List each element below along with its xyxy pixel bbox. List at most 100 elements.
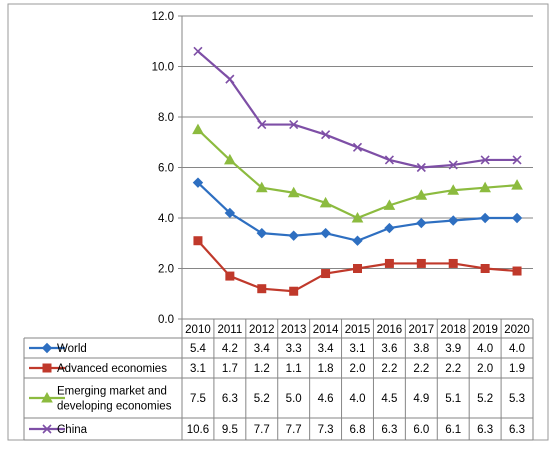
- data-point-emerging-market-and-developing-economies: [479, 181, 491, 193]
- data-point-china: [225, 74, 235, 84]
- x-tick-label: 2015: [345, 324, 371, 336]
- data-point-advanced-economies: [384, 258, 394, 268]
- table-value: 7.7: [286, 424, 302, 436]
- legend-key-marker-world: [41, 342, 53, 354]
- table-value: 3.8: [413, 343, 429, 355]
- data-point-world: [416, 217, 427, 229]
- table-value: 6.8: [350, 424, 366, 436]
- legend-label: Advanced economies: [57, 363, 167, 375]
- table-value: 9.5: [222, 424, 238, 436]
- table-value: 1.2: [254, 363, 270, 375]
- data-point-emerging-market-and-developing-economies: [415, 189, 428, 200]
- data-point-china: [480, 155, 490, 165]
- data-point-advanced-economies: [512, 266, 522, 276]
- table-value: 4.2: [222, 343, 238, 355]
- data-point-advanced-economies: [448, 258, 458, 268]
- data-point-emerging-market-and-developing-economies: [255, 181, 268, 193]
- table-value: 10.6: [187, 424, 209, 436]
- data-point-emerging-market-and-developing-economies: [351, 211, 364, 223]
- table-value: 6.0: [413, 424, 429, 436]
- data-point-emerging-market-and-developing-economies: [224, 153, 236, 165]
- legend-label: Emerging market and: [57, 386, 167, 398]
- y-tick-label: 12.0: [152, 11, 174, 23]
- data-point-advanced-economies: [416, 258, 426, 268]
- data-point-china: [352, 142, 363, 152]
- table-value: 6.1: [445, 424, 461, 436]
- x-tick-label: 2016: [377, 324, 403, 336]
- table-value: 3.9: [445, 343, 461, 355]
- data-point-advanced-economies: [321, 269, 331, 279]
- table-value: 4.0: [350, 393, 366, 405]
- data-point-world: [479, 212, 491, 224]
- x-tick-label: 2011: [217, 324, 242, 336]
- table-value: 7.3: [318, 424, 334, 436]
- table-value: 4.6: [318, 393, 334, 405]
- table-value: 3.4: [254, 343, 271, 355]
- table-value: 6.3: [477, 424, 493, 436]
- table-value: 7.7: [254, 424, 270, 436]
- data-point-emerging-market-and-developing-economies: [319, 196, 332, 208]
- data-point-china: [384, 155, 394, 165]
- y-tick-label: 4.0: [158, 213, 174, 225]
- data-point-advanced-economies: [480, 264, 490, 273]
- data-point-china: [289, 120, 299, 130]
- table-value: 6.3: [381, 424, 397, 436]
- legend-key-marker-emerging-market-and-developing-economies: [41, 391, 53, 403]
- legend-key-marker-advanced-economies: [42, 363, 52, 373]
- table-value: 3.6: [381, 343, 397, 355]
- table-value: 2.2: [445, 363, 461, 375]
- data-point-world: [448, 215, 459, 226]
- data-point-advanced-economies: [225, 271, 235, 281]
- legend-label: World: [57, 343, 87, 355]
- table-value: 3.1: [190, 363, 206, 375]
- data-point-world: [511, 212, 523, 224]
- data-point-china: [512, 155, 522, 165]
- table-value: 3.4: [318, 343, 335, 355]
- table-value: 2.0: [477, 363, 493, 375]
- data-point-emerging-market-and-developing-economies: [192, 123, 204, 135]
- data-point-emerging-market-and-developing-economies: [511, 179, 523, 190]
- x-tick-label: 2019: [472, 324, 498, 336]
- table-value: 7.5: [190, 393, 206, 405]
- table-value: 1.8: [318, 363, 334, 375]
- data-point-china: [448, 160, 458, 170]
- table-value: 1.7: [222, 363, 238, 375]
- data-point-world: [288, 230, 299, 241]
- table-value: 2.2: [413, 363, 429, 375]
- legend-key-marker-china: [42, 424, 52, 434]
- table-value: 5.1: [445, 393, 461, 405]
- table-value: 2.2: [381, 363, 397, 375]
- data-point-china: [416, 162, 426, 173]
- data-point-world: [224, 207, 236, 219]
- y-tick-label: 2.0: [158, 264, 174, 276]
- table-value: 5.2: [477, 393, 493, 405]
- table-value: 5.4: [190, 343, 207, 355]
- y-tick-label: 8.0: [158, 112, 174, 124]
- data-point-world: [256, 227, 267, 239]
- data-point-china: [193, 46, 203, 56]
- data-point-world: [384, 222, 395, 234]
- data-point-emerging-market-and-developing-economies: [383, 199, 396, 210]
- table-value: 1.1: [286, 363, 302, 375]
- table-value: 4.0: [477, 343, 493, 355]
- legend-label: China: [57, 424, 88, 436]
- x-tick-label: 2013: [281, 324, 307, 336]
- data-point-world: [320, 227, 331, 239]
- table-value: 1.9: [509, 363, 525, 375]
- table-value: 6.3: [222, 393, 238, 405]
- data-point-china: [257, 120, 267, 130]
- table-value: 5.2: [254, 393, 270, 405]
- table-value: 3.3: [286, 343, 302, 355]
- table-value: 4.0: [509, 343, 525, 355]
- data-point-emerging-market-and-developing-economies: [287, 186, 300, 198]
- data-point-emerging-market-and-developing-economies: [447, 184, 460, 195]
- table-value: 5.3: [509, 393, 525, 405]
- table-value: 4.5: [381, 393, 397, 405]
- x-tick-label: 2012: [249, 324, 275, 336]
- table-value: 3.1: [350, 343, 366, 355]
- x-tick-label: 2018: [440, 324, 466, 336]
- table-value: 4.9: [413, 393, 429, 405]
- x-tick-label: 2010: [185, 324, 211, 336]
- y-tick-label: 0.0: [158, 314, 174, 326]
